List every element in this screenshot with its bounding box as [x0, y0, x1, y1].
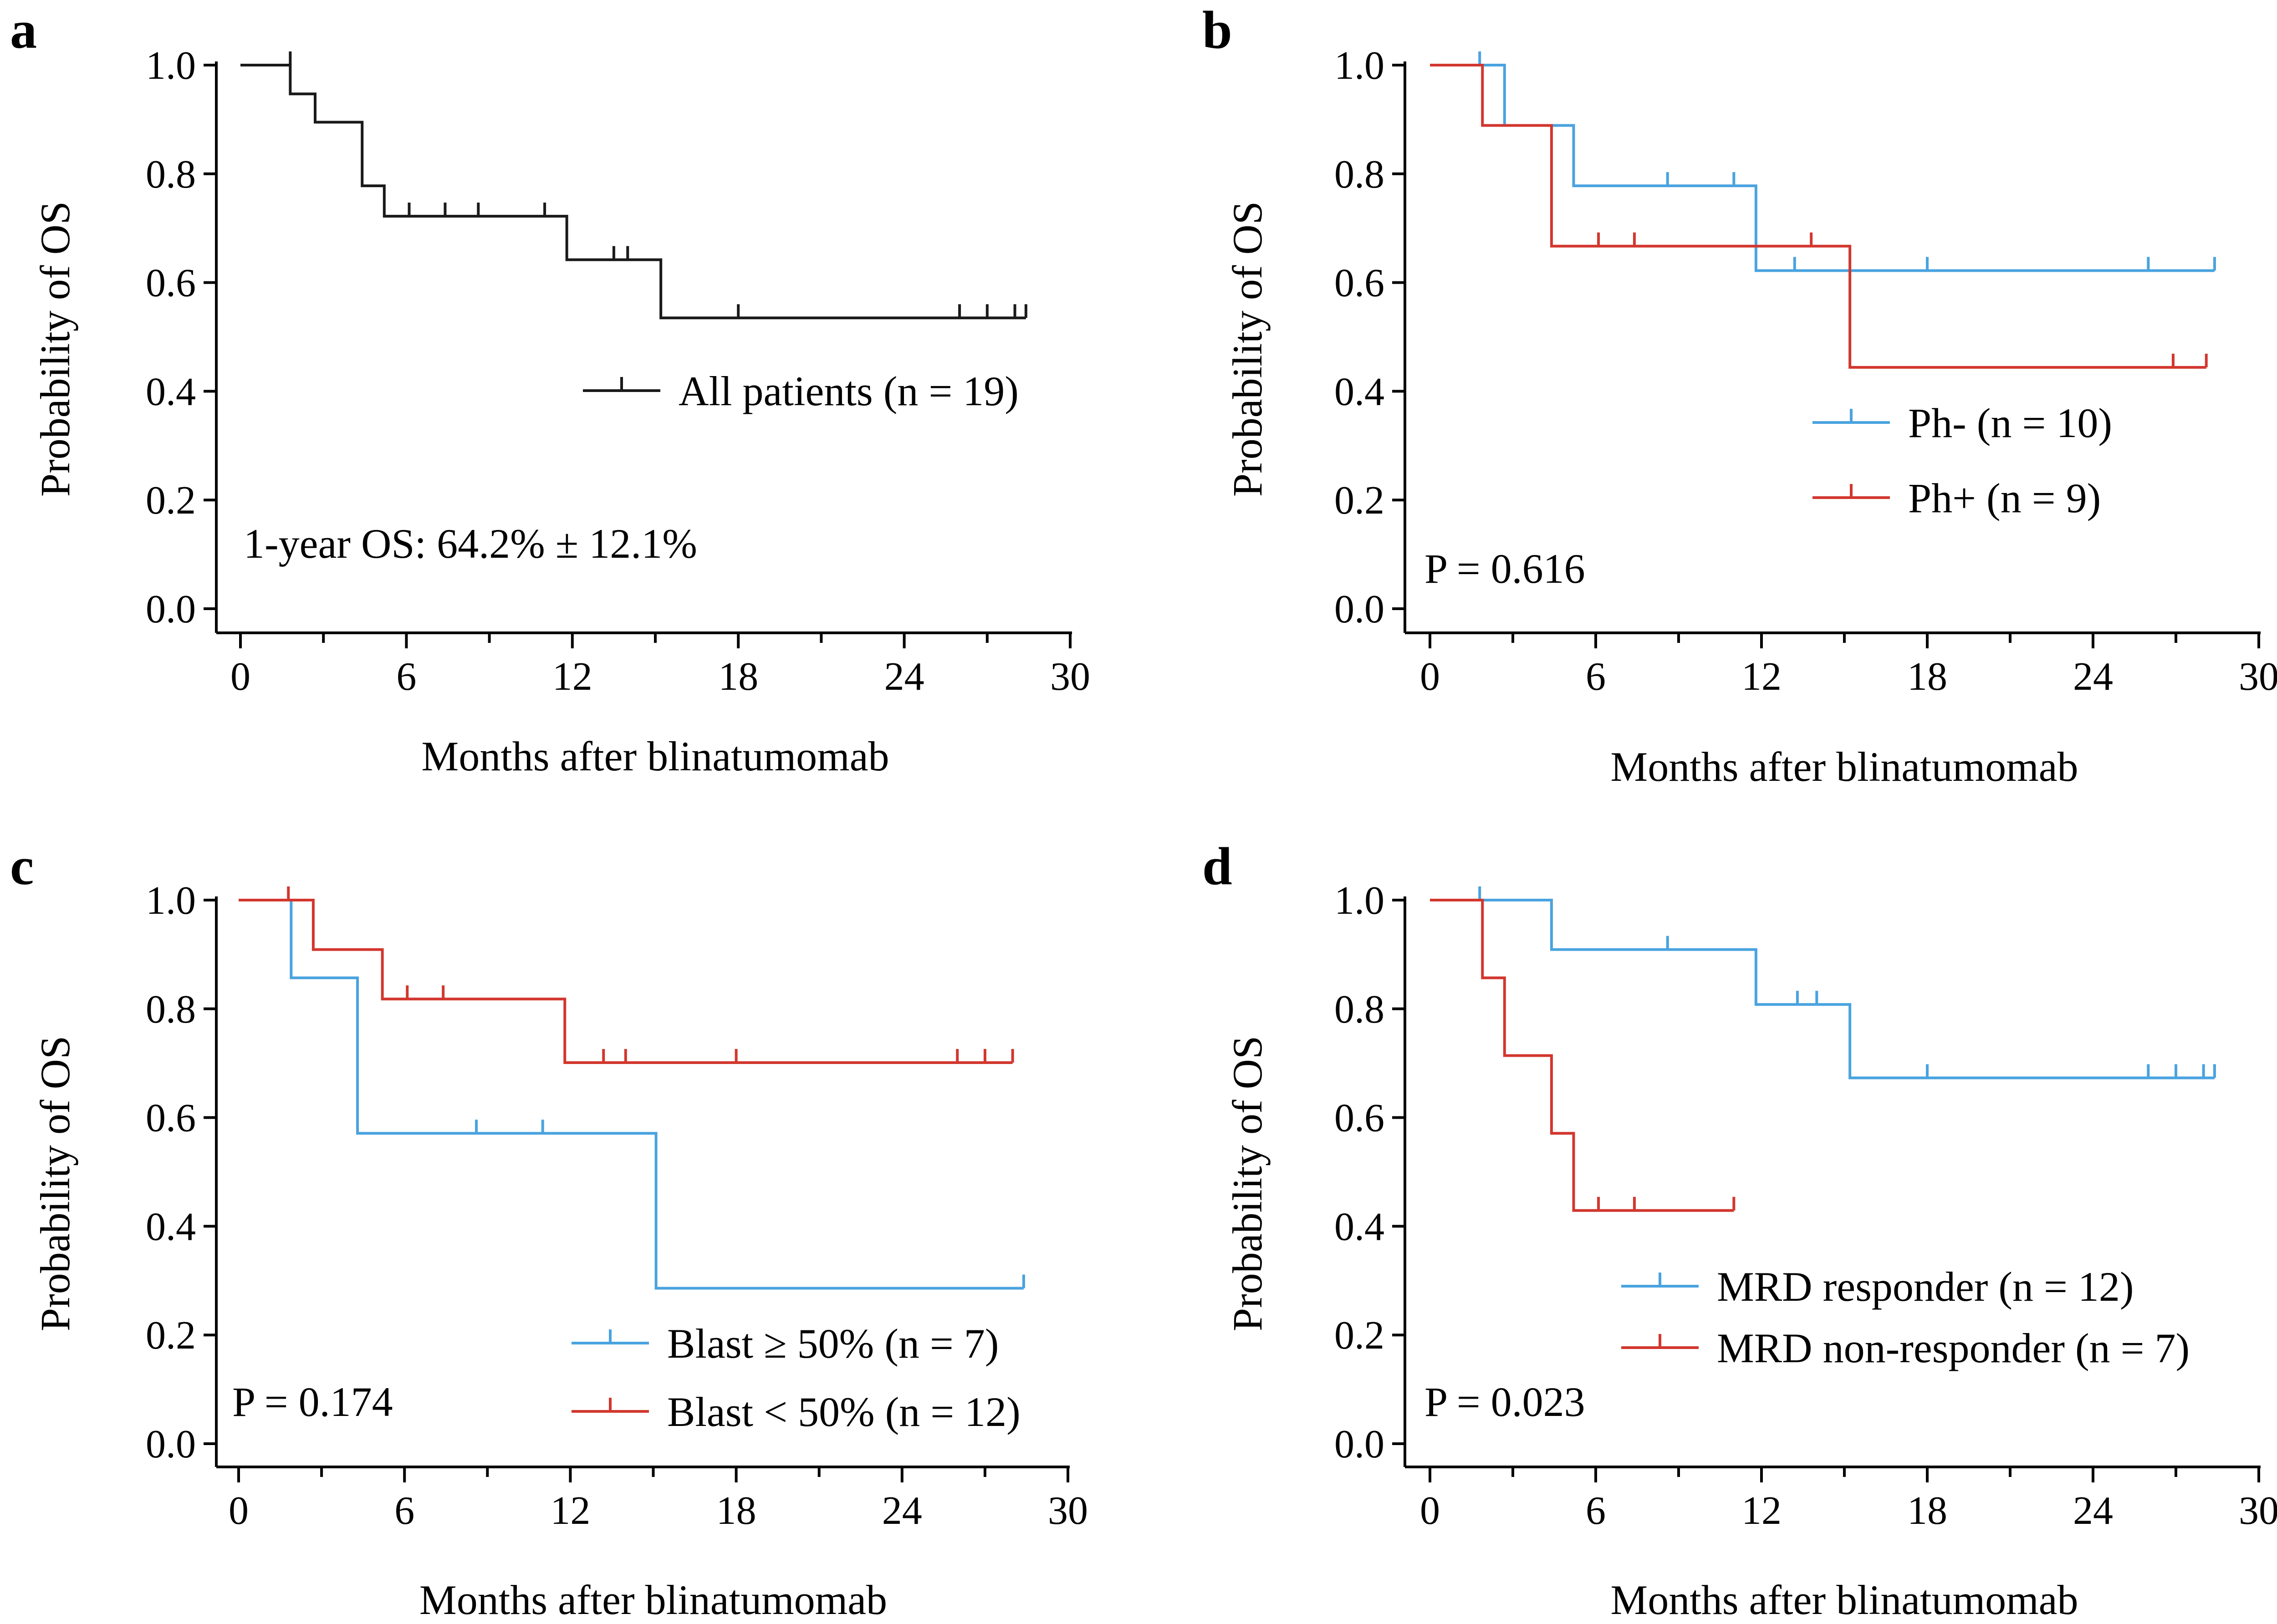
panel-note: P = 0.174 [232, 1379, 393, 1425]
y-tick-label: 0.0 [1334, 587, 1384, 631]
x-tick-label: 18 [718, 655, 758, 699]
legend-label: Ph+ (n = 9) [1908, 475, 2101, 521]
x-tick-label: 18 [1907, 655, 1947, 699]
y-tick-label: 0.2 [1334, 1313, 1384, 1358]
y-tick-label: 0.6 [146, 1096, 196, 1140]
panel-a: a 0.0 0.2 0.4 0.6 0.8 1.0 0 6 12 18 24 30 Months aft… [10, 0, 1090, 779]
x-tick-label: 24 [2073, 1489, 2113, 1533]
x-tick-label: 12 [550, 1489, 590, 1533]
y-tick-label: 1.0 [146, 879, 196, 923]
x-tick-label: 6 [394, 1489, 414, 1533]
panel-letter-c: c [10, 836, 34, 896]
panel-letter-a: a [10, 0, 37, 60]
km-curve-black [240, 64, 1026, 320]
y-tick-label: 0.2 [146, 479, 196, 523]
y-axis-label: Probability of OS [32, 201, 78, 497]
x-axis-label: Months after blinatumomab [421, 733, 889, 779]
km-curve-red [239, 899, 1013, 1064]
panel-note: P = 0.023 [1424, 1379, 1585, 1425]
x-tick-label: 6 [1586, 1489, 1606, 1533]
x-tick-label: 12 [552, 655, 592, 699]
panel-note: P = 0.616 [1424, 545, 1585, 592]
panel-d: d 0.0 0.2 0.4 0.6 0.8 1.0 0 6 12 18 24 30 Months aft… [1202, 836, 2277, 1623]
legend-label: MRD responder (n = 12) [1717, 1263, 2134, 1310]
y-tick-label: 0.8 [1334, 988, 1384, 1032]
y-tick-label: 0.6 [1334, 1096, 1384, 1140]
x-tick-label: 0 [229, 1489, 249, 1533]
km-curve-red [1430, 899, 1734, 1212]
legend-label: Ph- (n = 10) [1908, 400, 2112, 446]
y-tick-label: 0.8 [146, 988, 196, 1032]
km-curve-blue [239, 899, 1024, 1290]
y-tick-label: 0.0 [146, 1422, 196, 1466]
panel-c: c 0.0 0.2 0.4 0.6 0.8 1.0 0 6 12 18 24 30 Months aft… [10, 836, 1088, 1623]
x-tick-label: 0 [230, 655, 250, 699]
x-tick-label: 30 [2239, 1489, 2277, 1533]
x-tick-label: 12 [1741, 655, 1782, 699]
y-axis-label: Probability of OS [1224, 201, 1271, 497]
y-tick-label: 0.4 [146, 1205, 196, 1249]
x-tick-label: 18 [1907, 1489, 1947, 1533]
km-curve-blue [1430, 899, 2215, 1079]
x-tick-label: 24 [2073, 655, 2113, 699]
legend-label: Blast ≥ 50% (n = 7) [667, 1320, 999, 1367]
y-tick-label: 0.8 [1334, 153, 1384, 197]
panel-letter-d: d [1202, 836, 1232, 896]
legend-label: MRD non-responder (n = 7) [1717, 1325, 2190, 1371]
y-tick-label: 0.4 [1334, 1205, 1384, 1249]
panel-b: b 0.0 0.2 0.4 0.6 0.8 1.0 0 6 12 18 24 30 Months aft… [1202, 0, 2277, 790]
x-tick-label: 6 [1586, 655, 1606, 699]
y-axis-label: Probability of OS [1224, 1036, 1271, 1331]
y-tick-label: 0.4 [1334, 370, 1384, 414]
x-tick-label: 30 [2239, 655, 2277, 699]
y-tick-label: 1.0 [1334, 879, 1384, 923]
y-tick-label: 0.8 [146, 153, 196, 197]
y-tick-label: 0.2 [1334, 479, 1384, 523]
x-axis-label: Months after blinatumomab [419, 1577, 887, 1623]
y-tick-label: 0.4 [146, 370, 196, 414]
x-tick-label: 0 [1420, 655, 1440, 699]
legend-label: All patients (n = 19) [679, 368, 1019, 414]
y-tick-label: 1.0 [146, 44, 196, 88]
km-curve-blue [1430, 64, 2215, 272]
panel-note: 1-year OS: 64.2% ± 12.1% [244, 520, 697, 567]
x-tick-label: 24 [882, 1489, 922, 1533]
x-tick-label: 0 [1420, 1489, 1440, 1533]
panel-letter-b: b [1202, 0, 1232, 60]
y-axis-label: Probability of OS [32, 1036, 78, 1331]
legend-label: Blast < 50% (n = 12) [667, 1389, 1021, 1435]
x-tick-label: 18 [716, 1489, 756, 1533]
x-tick-label: 30 [1048, 1489, 1088, 1533]
x-tick-label: 30 [1050, 655, 1090, 699]
y-tick-label: 0.6 [146, 261, 196, 305]
x-axis-label: Months after blinatumomab [1610, 743, 2078, 790]
x-axis-label: Months after blinatumomab [1610, 1577, 2078, 1623]
y-tick-label: 1.0 [1334, 44, 1384, 88]
y-tick-label: 0.6 [1334, 261, 1384, 305]
x-tick-label: 12 [1741, 1489, 1782, 1533]
y-tick-label: 0.0 [146, 587, 196, 631]
km-curve-red [1430, 64, 2206, 369]
y-tick-label: 0.0 [1334, 1422, 1384, 1466]
x-tick-label: 24 [884, 655, 924, 699]
y-tick-label: 0.2 [146, 1313, 196, 1358]
x-tick-label: 6 [396, 655, 416, 699]
